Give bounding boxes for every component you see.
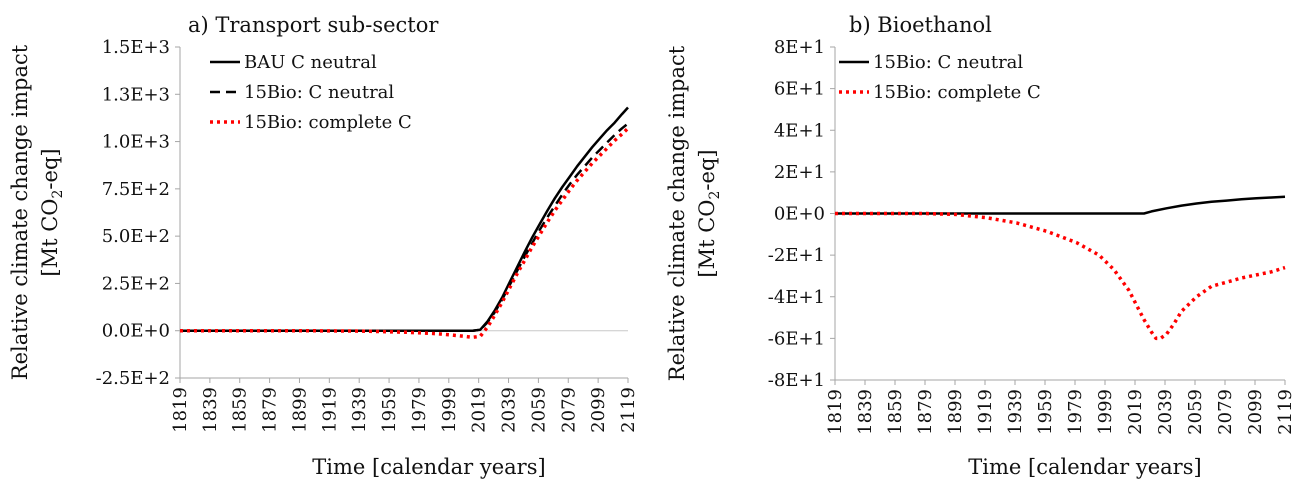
c1-y-tick-label: 5.0E+2 (102, 226, 170, 247)
c1-legend-label-3: 15Bio: complete C (244, 112, 412, 133)
c2-x-tick-label: 1879 (915, 389, 936, 435)
chart-panel-bioethanol: b) Bioethanol 8E+1 6E+1 4E+1 2E+1 0E+0 -2E+1 -4… (655, 0, 1310, 483)
c2-chart-title: b) Bioethanol (849, 13, 992, 37)
c2-legend-label-1: 15Bio: C neutral (873, 52, 1023, 73)
chart-transport-sub-sector: a) Transport sub-sector 1.5E+3 1.3E+3 1.0E+… (8, 13, 639, 479)
c1-legend-label-2: 15Bio: C neutral (244, 82, 394, 103)
c2-y-axis-unit-prefix: [Mt CO (695, 200, 719, 278)
c1-x-tick-label: 2119 (618, 387, 639, 433)
c1-y-tick-label: 0.0E+0 (102, 321, 170, 342)
c1-x-tick-label: 2099 (588, 387, 609, 433)
c2-y-tick-label: -8E+1 (768, 370, 825, 391)
c1-x-tick-label: 1939 (349, 387, 370, 433)
c2-x-tick-label: 2099 (1245, 389, 1266, 435)
c2-x-tick-label: 1939 (1005, 389, 1026, 435)
c2-series-line-2 (835, 211, 1286, 341)
c1-series-line-1 (180, 106, 629, 332)
c2-y-tick-label: -2E+1 (768, 245, 825, 266)
c1-x-tick-label: 2019 (469, 387, 490, 433)
c1-series-line-3 (180, 127, 630, 340)
c2-x-tick-label: 2059 (1185, 389, 1206, 435)
c1-y-axis-unit: [Mt CO2-eq] (38, 148, 66, 276)
c1-x-tick-label: 1999 (439, 387, 460, 433)
c2-x-tick-label: 1819 (825, 389, 846, 435)
c1-x-tick-label: 2059 (528, 387, 549, 433)
c2-x-tick-label: 2019 (1125, 389, 1146, 435)
c2-y-tick-label: 4E+1 (774, 120, 825, 141)
c1-y-tick-label: 1.5E+3 (102, 37, 170, 58)
c2-y-tick-label: 0E+0 (774, 204, 825, 225)
c2-x-tick-label: 1959 (1035, 389, 1056, 435)
c1-y-tick-label: 7.5E+2 (102, 179, 170, 200)
c1-x-tick-label: 2039 (499, 387, 520, 433)
c2-y-axis-unit-sub: 2 (707, 191, 723, 200)
c1-y-axis-unit-sub: 2 (50, 190, 66, 199)
c2-y-axis-unit-suffix: -eq] (695, 149, 719, 190)
c2-y-axis-title: Relative climate change impact (665, 45, 689, 381)
c2-x-tick-label: 1859 (885, 389, 906, 435)
c1-y-axis-title: Relative climate change impact (8, 44, 32, 380)
c2-x-tick-label: 1919 (975, 389, 996, 435)
c2-y-tick-label: 8E+1 (774, 37, 825, 58)
c2-y-tick-label: 6E+1 (774, 79, 825, 100)
c1-x-axis-title: Time [calendar years] (312, 455, 545, 479)
c1-y-tick-label: 2.5E+2 (102, 273, 170, 294)
c2-series-line-1 (835, 195, 1286, 215)
c1-x-tick-label: 1979 (409, 387, 430, 433)
c1-x-tick-label: 1959 (379, 387, 400, 433)
c2-x-tick-label: 2039 (1155, 389, 1176, 435)
c2-y-tick-label: -4E+1 (768, 287, 825, 308)
chart-bioethanol: b) Bioethanol 8E+1 6E+1 4E+1 2E+1 0E+0 -2E+1 -4… (665, 13, 1296, 479)
c2-x-axis-title: Time [calendar years] (968, 455, 1201, 479)
c2-y-tick-label: -6E+1 (768, 328, 825, 349)
c2-x-tick-label: 1979 (1065, 389, 1086, 435)
c1-y-axis-unit-suffix: -eq] (38, 148, 62, 189)
c1-x-tick-label: 1819 (170, 387, 191, 433)
c1-x-tick-label: 1899 (289, 387, 310, 433)
c1-x-tick-label: 1839 (200, 387, 221, 433)
c1-x-tick-label: 1919 (319, 387, 340, 433)
c2-x-tick-label: 1999 (1095, 389, 1116, 435)
c2-x-tick-label: 2119 (1275, 389, 1296, 435)
c1-x-tick-label: 1859 (230, 387, 251, 433)
c2-x-tick-label: 2079 (1215, 389, 1236, 435)
chart-panel-transport: a) Transport sub-sector 1.5E+3 1.3E+3 1.0E+… (0, 0, 655, 483)
c1-series-line-2 (180, 122, 629, 332)
c2-y-axis-unit: [Mt CO2-eq] (695, 149, 723, 277)
c1-x-tick-label: 1879 (260, 387, 281, 433)
c1-chart-title: a) Transport sub-sector (188, 13, 439, 37)
c2-y-tick-label: 2E+1 (774, 162, 825, 183)
c1-legend-label-1: BAU C neutral (244, 52, 377, 73)
c1-y-tick-label: 1.3E+3 (102, 84, 170, 105)
c1-y-axis-unit-prefix: [Mt CO (38, 199, 62, 277)
c1-x-tick-label: 2079 (558, 387, 579, 433)
c2-x-tick-label: 1839 (855, 389, 876, 435)
c2-x-tick-label: 1899 (945, 389, 966, 435)
c1-y-tick-label: -2.5E+2 (96, 368, 170, 389)
c2-legend-label-2: 15Bio: complete C (873, 82, 1041, 103)
c1-y-tick-label: 1.0E+3 (102, 132, 170, 153)
